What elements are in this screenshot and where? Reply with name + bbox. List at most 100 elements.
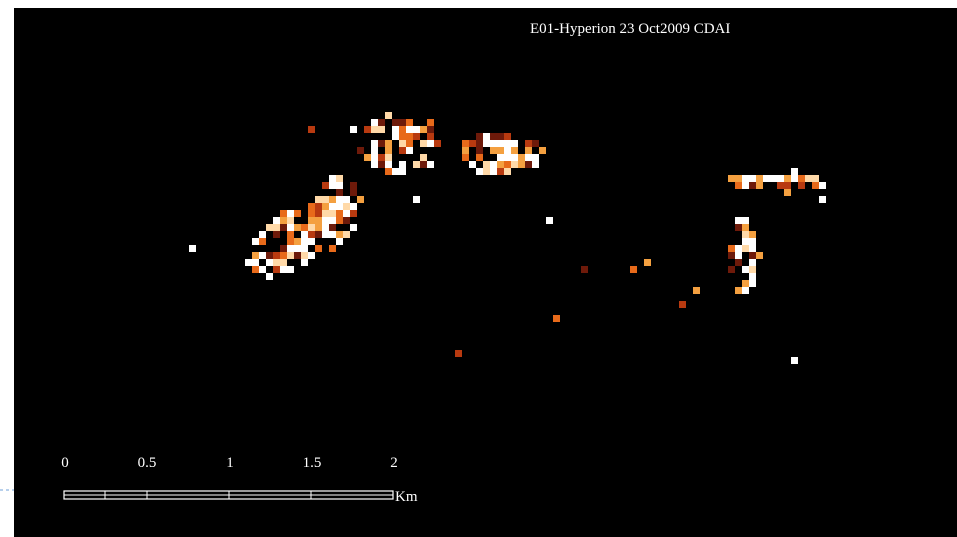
pixel [343, 231, 350, 238]
scale-unit: Km [395, 489, 418, 505]
pixel [735, 217, 742, 224]
pixel [483, 140, 490, 147]
pixel [504, 154, 511, 161]
pixel [308, 210, 315, 217]
pixel [280, 210, 287, 217]
pixel [336, 217, 343, 224]
pixel [546, 217, 553, 224]
pixel [784, 175, 791, 182]
pixel [385, 161, 392, 168]
pixel [497, 147, 504, 154]
pixel [357, 147, 364, 154]
pixel [308, 238, 315, 245]
pixel [483, 161, 490, 168]
pixel [385, 140, 392, 147]
pixel [777, 175, 784, 182]
pixel [399, 147, 406, 154]
pixel [252, 266, 259, 273]
pixel [294, 245, 301, 252]
pixel [511, 140, 518, 147]
pixel [497, 154, 504, 161]
pixel [301, 231, 308, 238]
pixel [385, 168, 392, 175]
scale-label: 0.5 [138, 455, 157, 471]
pixel [791, 168, 798, 175]
pixel [350, 126, 357, 133]
pixel [189, 245, 196, 252]
pixel [294, 210, 301, 217]
pixel [329, 210, 336, 217]
pixel [322, 203, 329, 210]
pixel [791, 175, 798, 182]
pixel [301, 252, 308, 259]
pixel [315, 245, 322, 252]
pixel [329, 217, 336, 224]
pixel [420, 140, 427, 147]
pixel [728, 252, 735, 259]
pixel [287, 252, 294, 259]
pixel [805, 175, 812, 182]
pixel [399, 119, 406, 126]
pixel [378, 119, 385, 126]
pixel [756, 252, 763, 259]
pixel [476, 147, 483, 154]
pixel [693, 287, 700, 294]
pixel [420, 126, 427, 133]
pixel [742, 231, 749, 238]
pixel [273, 224, 280, 231]
pixel [294, 252, 301, 259]
pixel [343, 196, 350, 203]
pixel [308, 126, 315, 133]
pixel [490, 140, 497, 147]
pixel [294, 224, 301, 231]
pixel [763, 175, 770, 182]
pixel [742, 280, 749, 287]
pixel [399, 126, 406, 133]
pixel [266, 252, 273, 259]
pixel [273, 259, 280, 266]
pixel [322, 231, 329, 238]
pixel [728, 175, 735, 182]
pixel [532, 161, 539, 168]
pixel [322, 196, 329, 203]
pixel [252, 259, 259, 266]
pixel [322, 224, 329, 231]
pixel [630, 266, 637, 273]
pixel [735, 245, 742, 252]
pixel [308, 217, 315, 224]
pixel [735, 175, 742, 182]
scale-label: 1.5 [303, 455, 322, 471]
pixel [357, 196, 364, 203]
pixel [420, 154, 427, 161]
pixel [742, 175, 749, 182]
pixel [749, 266, 756, 273]
pixel [315, 196, 322, 203]
pixel [350, 224, 357, 231]
pixel [273, 231, 280, 238]
pixel [756, 175, 763, 182]
pixel [518, 161, 525, 168]
pixel [812, 175, 819, 182]
pixel [308, 231, 315, 238]
pixel [406, 126, 413, 133]
pixel [483, 168, 490, 175]
pixel [343, 217, 350, 224]
pixel [728, 266, 735, 273]
pixel [350, 203, 357, 210]
pixel [378, 154, 385, 161]
pixel [336, 210, 343, 217]
pixel [294, 238, 301, 245]
pixel [749, 238, 756, 245]
pixel [532, 154, 539, 161]
pixel [742, 266, 749, 273]
pixel [343, 210, 350, 217]
pixel [476, 168, 483, 175]
pixel [497, 140, 504, 147]
pixel [819, 196, 826, 203]
pixel [287, 210, 294, 217]
pixel [476, 133, 483, 140]
pixel [329, 196, 336, 203]
pixel [266, 259, 273, 266]
pixel [791, 357, 798, 364]
pixel [462, 154, 469, 161]
